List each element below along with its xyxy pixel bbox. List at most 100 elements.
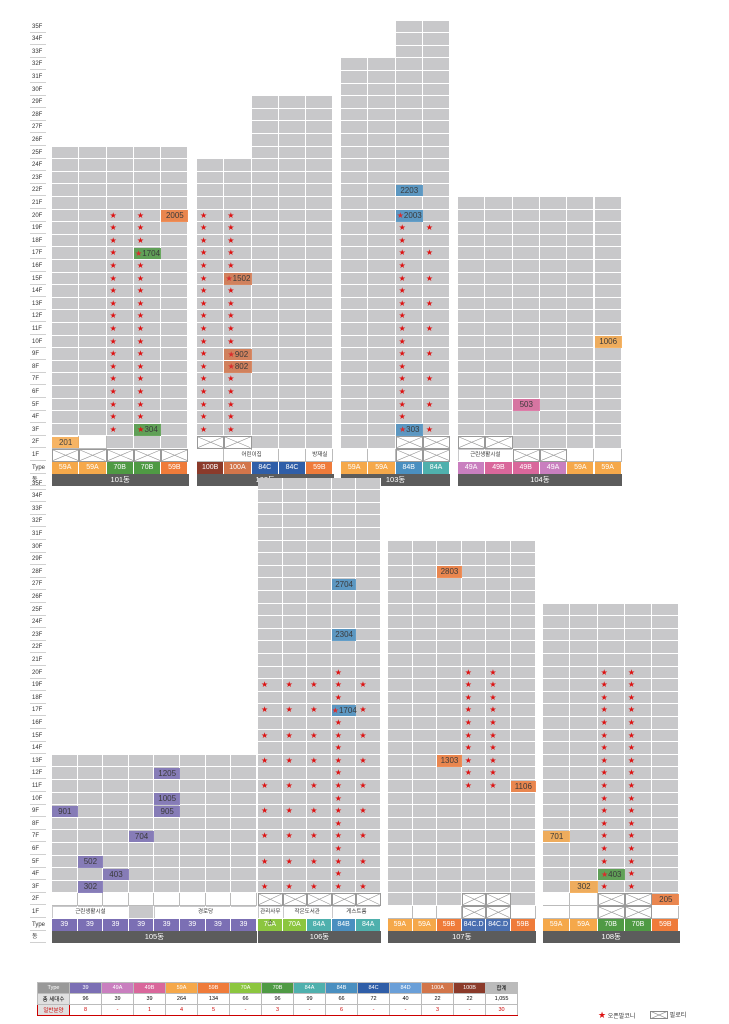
floor-cell xyxy=(652,780,680,793)
floor-cell xyxy=(52,780,78,793)
floor-label: 35F xyxy=(30,478,46,490)
floor-cell xyxy=(594,297,622,311)
floor-cell xyxy=(282,679,308,692)
floor-cell xyxy=(422,134,451,147)
floor-cell xyxy=(512,197,540,210)
floor-cell xyxy=(485,310,513,323)
unit-cell: 1303 xyxy=(437,755,462,767)
floor-cell xyxy=(224,197,252,210)
floor-cell xyxy=(205,880,232,894)
open-balcony-star-icon: ★ xyxy=(489,768,497,778)
floor-cell xyxy=(278,348,307,361)
floor-cell xyxy=(356,691,381,705)
floor-cell xyxy=(103,843,129,856)
floor-cell xyxy=(511,565,536,579)
floor-cell xyxy=(368,134,396,147)
floor-cell xyxy=(594,411,622,424)
floor-cell xyxy=(278,96,307,109)
floor-cell xyxy=(486,880,511,894)
floor-cell xyxy=(205,893,232,906)
floor-cell xyxy=(539,335,568,349)
floor-cell xyxy=(306,209,334,223)
floor-cell xyxy=(282,578,308,591)
floor-cell xyxy=(458,285,486,298)
floor-cell xyxy=(395,146,423,160)
floor-cell xyxy=(278,360,307,374)
floor-cell xyxy=(512,323,540,336)
open-balcony-star-icon: ★ xyxy=(600,881,608,891)
unit-number: 1106 xyxy=(514,781,532,791)
floor-cell xyxy=(570,691,598,705)
floor-label: 23F xyxy=(30,629,46,641)
floor-label: 1F xyxy=(30,906,46,918)
floor-cell xyxy=(543,754,571,768)
floor-cell xyxy=(458,386,486,399)
floor-cell xyxy=(331,880,357,894)
floor-cell xyxy=(331,729,357,743)
floor-cell xyxy=(251,373,279,386)
floor-cell xyxy=(331,641,357,654)
floor-cell xyxy=(539,260,568,273)
open-balcony-star-icon: ★ xyxy=(359,831,367,841)
floor-label: 17F xyxy=(30,704,46,717)
floor-cell xyxy=(422,108,451,122)
floor-cell xyxy=(251,108,279,122)
floor-cell xyxy=(231,868,257,881)
floor-cell xyxy=(306,285,334,298)
floor-cell xyxy=(224,398,252,412)
floor-cell xyxy=(197,234,225,248)
floor-cell xyxy=(485,348,513,361)
floor-cell xyxy=(106,373,134,386)
floor-cell xyxy=(154,754,180,768)
floor-cell xyxy=(570,603,598,617)
summary-value: 264 xyxy=(165,993,198,1005)
open-balcony-star-icon: ★ xyxy=(109,387,117,396)
floor-cell xyxy=(461,817,487,831)
open-balcony-star-icon: ★ xyxy=(334,768,342,778)
floor-cell xyxy=(511,868,536,881)
floor-cell xyxy=(278,449,307,462)
unit-number: 2304 xyxy=(335,630,353,640)
floor-cell xyxy=(282,767,308,780)
summary-header: 84A xyxy=(293,982,326,994)
floor-cell xyxy=(251,360,279,374)
floor-cell xyxy=(331,553,357,566)
floor-cell xyxy=(106,159,134,172)
open-balcony-star-icon: ★ xyxy=(136,399,145,409)
open-balcony-star-icon: ★ xyxy=(285,730,293,740)
floor-cell xyxy=(388,754,413,768)
floor-cell xyxy=(258,729,283,743)
open-balcony-star-icon: ★ xyxy=(200,210,208,220)
floor-cell xyxy=(437,717,462,730)
floor-cell xyxy=(282,704,308,717)
open-balcony-star-icon: ★ xyxy=(489,743,497,753)
floor-cell xyxy=(331,666,357,680)
floor-cell xyxy=(251,335,279,349)
floor-cell xyxy=(306,96,334,109)
floor-cell xyxy=(597,754,625,768)
pilotis-cell xyxy=(597,906,625,919)
floor-cell xyxy=(258,502,283,516)
floor-cell xyxy=(133,348,162,361)
floor-cell xyxy=(652,679,680,692)
floor-cell xyxy=(368,121,396,134)
open-balcony-star-icon: ★ xyxy=(109,399,117,409)
floor-cell xyxy=(278,386,307,399)
open-balcony-star-icon: ★ xyxy=(359,806,367,816)
unit-cell: 302 xyxy=(77,881,104,893)
floor-cell xyxy=(652,616,680,629)
floor-label: 17F xyxy=(30,247,46,260)
open-balcony-star-icon: ★ xyxy=(398,336,406,346)
floor-cell xyxy=(412,679,438,692)
unit-number: 802 xyxy=(234,362,249,372)
floor-cell xyxy=(458,423,486,437)
floor-cell xyxy=(597,843,625,856)
floor-cell xyxy=(388,893,413,906)
floor-cell xyxy=(512,285,540,298)
open-balcony-star-icon: ★ xyxy=(425,223,434,233)
floor-cell xyxy=(422,33,451,46)
open-balcony-star-icon: ★ xyxy=(227,298,235,308)
type-cell: 70B xyxy=(624,918,653,931)
floor-cell xyxy=(624,628,653,642)
floor-cell xyxy=(133,411,162,424)
